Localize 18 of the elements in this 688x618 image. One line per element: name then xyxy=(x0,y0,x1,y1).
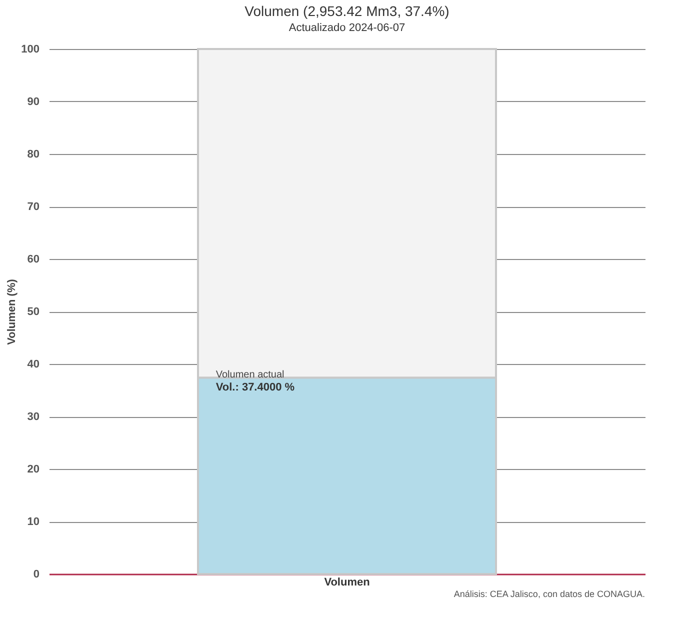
y-tick-label: 50 xyxy=(27,306,40,318)
x-tick-label: Volumen xyxy=(324,576,370,588)
series-label: Volumen actual xyxy=(216,370,284,381)
y-tick-label: 30 xyxy=(27,411,40,423)
y-tick-label: 80 xyxy=(27,148,40,160)
text: Análisis: CEA Jalisco, con datos de CONAGUA. xyxy=(454,589,645,599)
y-tick-label: 60 xyxy=(27,254,40,266)
y-axis-title: Volumen (%) xyxy=(6,278,18,345)
chart-subtitle: Actualizado 2024-06-07 xyxy=(288,22,406,34)
data-label: Vol.: 37.4000 % xyxy=(216,382,295,394)
y-tick-label: 40 xyxy=(27,358,40,370)
y-tick-label: 20 xyxy=(27,464,40,476)
y-tick-label: 10 xyxy=(27,516,40,528)
y-tick-label: 0 xyxy=(33,568,40,580)
y-tick-label: 70 xyxy=(27,201,40,213)
y-tick-label: 100 xyxy=(21,44,40,56)
chart-title: Volumen (2,953.42 Mm3, 37.4%) xyxy=(244,3,450,19)
y-tick-label: 90 xyxy=(27,96,40,108)
